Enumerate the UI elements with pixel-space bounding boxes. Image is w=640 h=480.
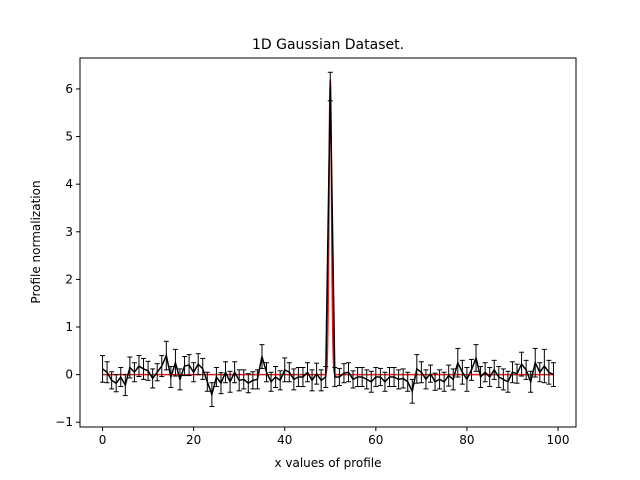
y-tick-label: 5: [65, 130, 73, 144]
x-tick-label: 20: [186, 433, 201, 447]
data-series-line: [102, 86, 554, 398]
data-layer: [100, 71, 556, 408]
x-axis-label: x values of profile: [274, 456, 381, 470]
model-layer: [102, 79, 554, 376]
y-tick-label: 2: [65, 272, 73, 286]
y-tick-label: 4: [65, 177, 73, 191]
x-tick-label: 40: [277, 433, 292, 447]
x-tick-label: 0: [99, 433, 107, 447]
y-tick-label: 6: [65, 82, 73, 96]
x-tick-label: 60: [368, 433, 383, 447]
y-tick-label: 3: [65, 225, 73, 239]
y-axis-label: Profile normalization: [29, 180, 43, 303]
x-tick-label: 80: [459, 433, 474, 447]
y-tick-label: 0: [65, 368, 73, 382]
x-axis-ticks: 0 20 40 60 80 100: [99, 427, 570, 447]
x-tick-label: 100: [547, 433, 570, 447]
plot-frame: [79, 57, 577, 428]
model-curve: [102, 79, 554, 376]
y-tick-label: 1: [65, 320, 73, 334]
y-tick-label: −1: [55, 415, 73, 429]
y-axis-ticks: −1 0 1 2 3 4 5 6: [55, 82, 80, 429]
chart-title: 1D Gaussian Dataset.: [252, 37, 404, 53]
